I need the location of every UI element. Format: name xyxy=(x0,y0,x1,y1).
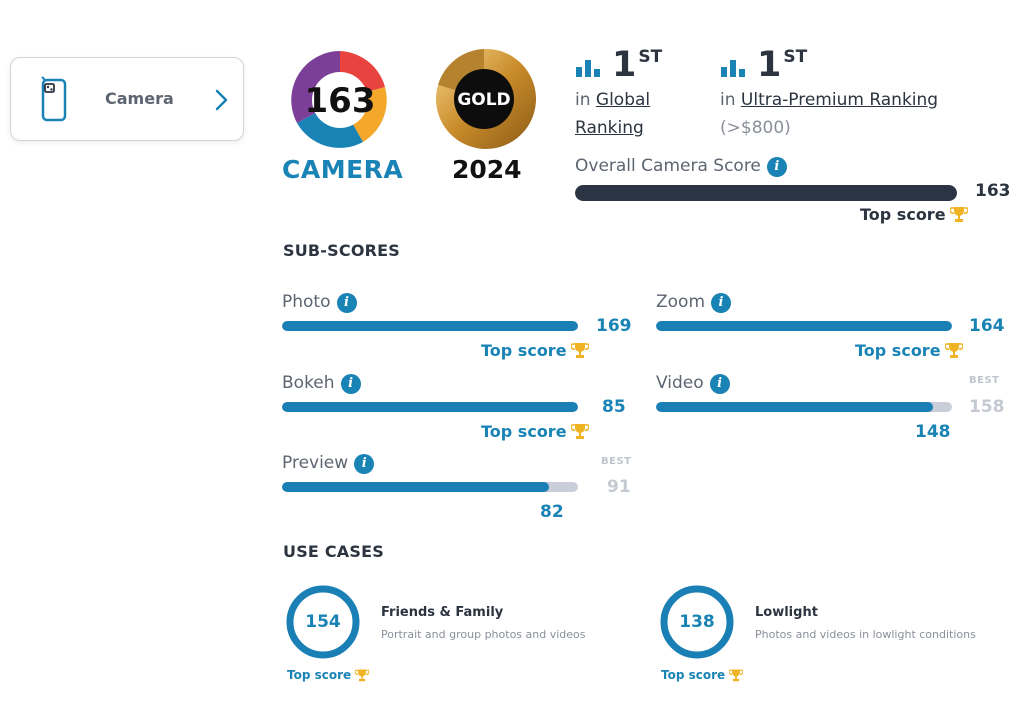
bokeh-score-bar-fill xyxy=(282,402,578,412)
video-best-value: 158 xyxy=(969,397,1005,417)
preview-best-tag: BEST xyxy=(601,456,632,467)
top-score-label: Top score xyxy=(481,341,567,360)
preview-score-value: 82 xyxy=(540,502,564,522)
video-score-bar xyxy=(656,402,952,412)
global-rank-number: 1 xyxy=(612,45,637,85)
top-score-label: Top score xyxy=(481,422,567,441)
preview-label: Preview i xyxy=(282,453,375,474)
price-segment-note: (>$800) xyxy=(720,118,791,138)
lowlight-title: Lowlight xyxy=(755,605,818,620)
global-rank-suffix: ST xyxy=(638,47,663,67)
phone-camera-icon xyxy=(39,74,69,128)
friends-family-desc: Portrait and group photos and videos xyxy=(381,628,586,641)
trophy-icon xyxy=(569,341,590,363)
camera-card-label: Camera xyxy=(105,89,174,108)
bokeh-label-text: Bokeh xyxy=(282,373,335,393)
lowlight-score-ring: 138 xyxy=(659,584,735,660)
overall-score-bar-fill xyxy=(575,185,957,201)
bokeh-label: Bokeh i xyxy=(282,373,361,394)
overall-score-label: Overall Camera Score i xyxy=(575,156,787,177)
use-cases-heading: USE CASES xyxy=(283,542,384,561)
trophy-icon xyxy=(354,667,370,686)
trophy-icon xyxy=(569,422,590,444)
camera-score-badge: 163 xyxy=(285,45,395,155)
zoom-score-value: 164 xyxy=(969,316,1005,336)
overall-score-label-text: Overall Camera Score xyxy=(575,156,761,176)
zoom-label: Zoom i xyxy=(656,292,732,313)
top-score-label: Top score xyxy=(860,205,946,224)
trophy-icon xyxy=(948,205,969,227)
bokeh-score-bar xyxy=(282,402,578,412)
award-year: 2024 xyxy=(452,155,522,184)
segment-rank-position: 1 ST xyxy=(757,47,807,83)
video-label-text: Video xyxy=(656,373,704,393)
segment-rank-prefix: in xyxy=(720,90,736,110)
friends-family-score-ring: 154 xyxy=(285,584,361,660)
segment-rank-number: 1 xyxy=(757,45,782,85)
preview-score-bar xyxy=(282,482,578,492)
subscores-heading: SUB-SCORES xyxy=(283,241,400,260)
photo-score-bar xyxy=(282,321,578,331)
gold-label: GOLD xyxy=(457,90,511,110)
global-rank-prefix: in xyxy=(575,90,591,110)
zoom-score-bar-fill xyxy=(656,321,952,331)
info-icon[interactable]: i xyxy=(354,454,375,474)
trophy-icon xyxy=(728,667,744,686)
photo-label: Photo i xyxy=(282,292,357,313)
photo-label-text: Photo xyxy=(282,292,331,312)
segment-rank-text: in Ultra-Premium Ranking (>$800) xyxy=(720,86,980,142)
video-score-value: 148 xyxy=(915,422,951,442)
info-icon[interactable]: i xyxy=(711,293,732,313)
photo-top-score: Top score xyxy=(481,341,590,363)
photo-score-bar-fill xyxy=(282,321,578,331)
preview-label-text: Preview xyxy=(282,453,349,473)
global-ranking-link[interactable]: Global xyxy=(595,90,651,110)
info-icon[interactable]: i xyxy=(336,293,357,313)
chevron-right-icon xyxy=(214,89,228,115)
zoom-label-text: Zoom xyxy=(656,292,706,312)
gold-award-badge: GOLD xyxy=(430,45,538,153)
preview-best-value: 91 xyxy=(607,477,631,497)
zoom-top-score: Top score xyxy=(855,341,964,363)
camera-category-card[interactable]: Camera xyxy=(10,57,244,141)
video-best-tag: BEST xyxy=(969,375,1000,386)
overall-top-score: Top score xyxy=(860,205,969,227)
top-score-label: Top score xyxy=(855,341,941,360)
top-score-label: Top score xyxy=(661,668,726,682)
overall-score-value: 163 xyxy=(975,181,1011,201)
ranking-bars-icon xyxy=(721,58,747,82)
segment-rank-suffix: ST xyxy=(783,47,808,67)
bokeh-score-value: 85 xyxy=(602,397,626,417)
lowlight-desc: Photos and videos in lowlight conditions xyxy=(755,628,976,641)
photo-score-value: 169 xyxy=(596,316,632,336)
lowlight-top-score: Top score xyxy=(661,664,744,686)
global-ranking-link-2[interactable]: Ranking xyxy=(575,118,644,138)
friends-family-score: 154 xyxy=(305,612,341,632)
info-icon[interactable]: i xyxy=(340,374,361,394)
global-rank-text: in Global Ranking xyxy=(575,86,695,142)
trophy-icon xyxy=(943,341,964,363)
info-icon[interactable]: i xyxy=(709,374,730,394)
global-rank-position: 1 ST xyxy=(612,47,662,83)
badge-score-value: 163 xyxy=(304,81,376,121)
ranking-bars-icon xyxy=(576,58,602,82)
zoom-score-bar xyxy=(656,321,952,331)
overall-score-bar xyxy=(575,185,957,201)
video-label: Video i xyxy=(656,373,730,394)
lowlight-score: 138 xyxy=(679,612,715,632)
bokeh-top-score: Top score xyxy=(481,422,590,444)
friends-family-top-score: Top score xyxy=(287,664,370,686)
info-icon[interactable]: i xyxy=(766,157,787,177)
badge-camera-label: CAMERA xyxy=(282,155,404,184)
friends-family-title: Friends & Family xyxy=(381,605,504,620)
preview-score-bar-fill xyxy=(282,482,549,492)
ultra-premium-ranking-link[interactable]: Ultra-Premium Ranking xyxy=(740,90,939,110)
top-score-label: Top score xyxy=(287,668,352,682)
video-score-bar-fill xyxy=(656,402,934,412)
